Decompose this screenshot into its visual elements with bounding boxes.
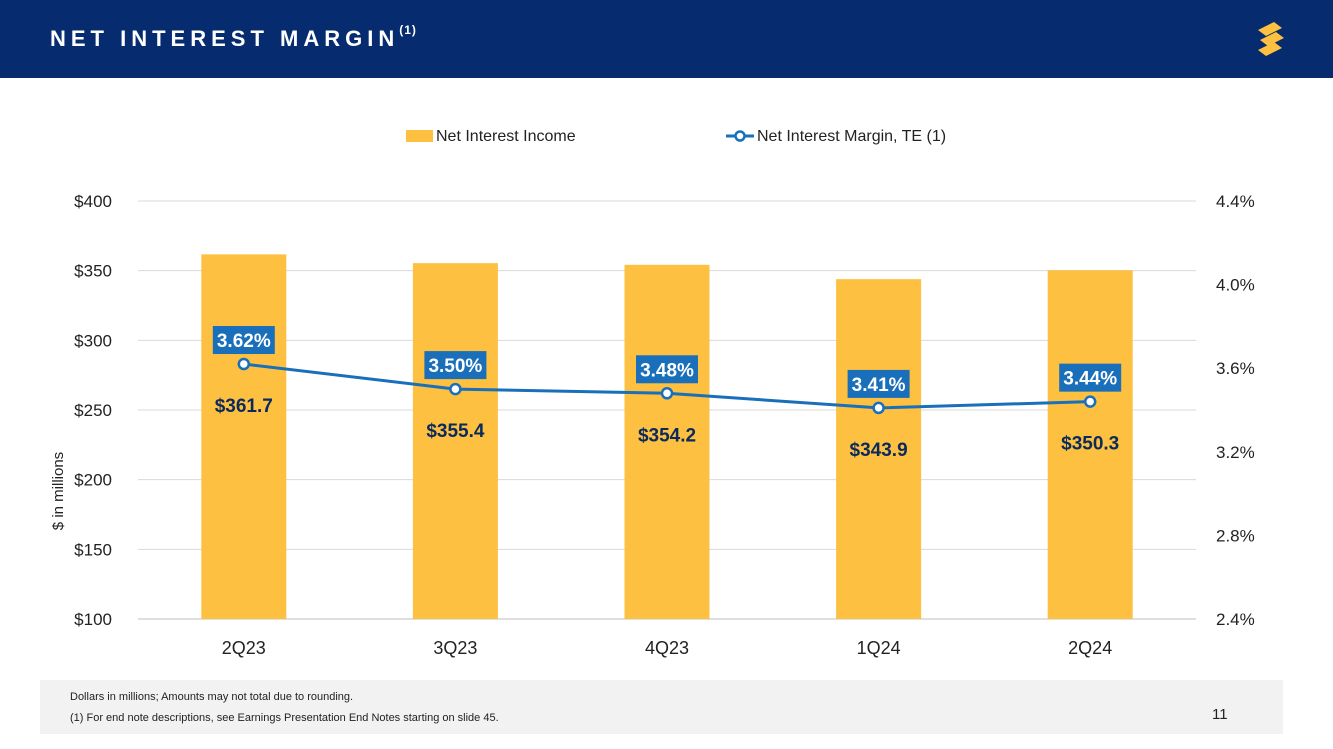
x-tick-label: 1Q24 bbox=[857, 638, 901, 658]
nim-value-label: 3.44% bbox=[1063, 369, 1117, 390]
legend-label-net-interest-income: Net Interest Income bbox=[436, 128, 576, 145]
bar-2Q24 bbox=[1047, 270, 1133, 619]
bar-value-label: $350.3 bbox=[1061, 434, 1119, 455]
nim-label-box bbox=[1059, 363, 1122, 392]
footnote-box: Dollars in millions; Amounts may not tot… bbox=[40, 680, 1283, 734]
bar-3Q23 bbox=[412, 263, 498, 619]
y-tick-label: $300 bbox=[74, 331, 112, 350]
title-footnote-mark: (1) bbox=[399, 22, 417, 37]
y2-tick-label: 3.6% bbox=[1216, 359, 1255, 378]
legend-label-net-interest-margin: Net Interest Margin, TE (1) bbox=[757, 128, 946, 145]
y2-tick-label: 2.8% bbox=[1216, 526, 1255, 545]
nim-value-label: 3.62% bbox=[217, 331, 271, 352]
nim-label-box bbox=[847, 369, 910, 398]
nim-label-box bbox=[636, 355, 698, 384]
s-logo-icon bbox=[1258, 22, 1284, 56]
bar-value-label: $354.2 bbox=[638, 425, 696, 446]
header-bar: NET INTEREST MARGIN(1) bbox=[0, 0, 1333, 78]
footnote-end-notes: (1) For end note descriptions, see Earni… bbox=[70, 712, 499, 724]
nim-point-4Q23 bbox=[660, 387, 674, 400]
y2-tick-label: 2.4% bbox=[1216, 610, 1255, 629]
legend-swatch-net-interest-income bbox=[406, 130, 433, 142]
bar-1Q24 bbox=[836, 279, 922, 619]
page-title: NET INTEREST MARGIN(1) bbox=[50, 22, 417, 51]
x-tick-label: 2Q23 bbox=[222, 638, 266, 658]
page-number: 11 bbox=[1212, 706, 1228, 723]
bar-value-label: $361.7 bbox=[215, 396, 273, 417]
net-interest-chart: Net Interest Income Net Interest Margin,… bbox=[50, 128, 1255, 658]
y-axis-title: $ in millions bbox=[50, 452, 67, 530]
nim-label-box bbox=[212, 326, 275, 355]
y2-tick-label: 3.2% bbox=[1216, 443, 1255, 462]
bar-value-label: $355.4 bbox=[426, 421, 485, 442]
y2-tick-label: 4.0% bbox=[1216, 276, 1255, 295]
nim-value-label: 3.41% bbox=[852, 375, 906, 396]
nim-point-2Q24 bbox=[1083, 395, 1097, 408]
x-tick-label: 4Q23 bbox=[645, 638, 689, 658]
y-tick-label: $250 bbox=[74, 401, 112, 420]
y-tick-label: $200 bbox=[74, 471, 112, 490]
chart-legend: Net Interest Income Net Interest Margin,… bbox=[406, 128, 946, 145]
y2-tick-label: 4.4% bbox=[1216, 192, 1255, 211]
x-tick-label: 3Q23 bbox=[433, 638, 477, 658]
bar-4Q23 bbox=[624, 264, 710, 619]
nim-value-label: 3.48% bbox=[640, 360, 694, 381]
bar-2Q23 bbox=[201, 254, 287, 619]
bar-value-label: $343.9 bbox=[850, 440, 908, 461]
legend-marker-net-interest-margin bbox=[734, 130, 746, 142]
x-tick-label: 2Q24 bbox=[1068, 638, 1112, 658]
nim-value-label: 3.50% bbox=[428, 356, 482, 377]
y-tick-label: $400 bbox=[74, 192, 112, 211]
footnote-rounding: Dollars in millions; Amounts may not tot… bbox=[70, 691, 354, 703]
y-tick-label: $150 bbox=[74, 540, 112, 559]
nim-point-3Q23 bbox=[449, 382, 462, 396]
y-tick-label: $100 bbox=[74, 610, 112, 629]
y-tick-label: $350 bbox=[74, 262, 112, 281]
nim-point-1Q24 bbox=[872, 401, 885, 415]
nim-label-box bbox=[424, 351, 487, 380]
nim-point-2Q23 bbox=[237, 357, 251, 371]
